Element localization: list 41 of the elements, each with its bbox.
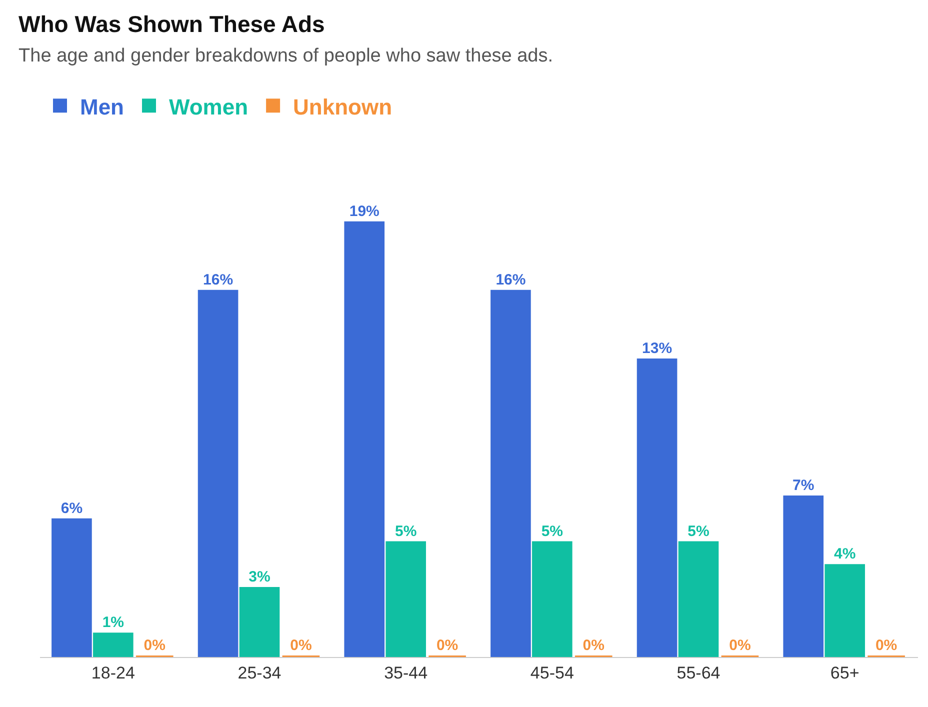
data-label: 4% (834, 546, 856, 563)
bar (239, 586, 280, 657)
data-label: 3% (248, 568, 270, 586)
data-label: 0% (290, 637, 312, 654)
x-tick-label: 35-44 (384, 663, 428, 682)
chart-subtitle: The age and gender breakdowns of people who saw these ads. (18, 46, 554, 67)
data-label: 1% (102, 614, 124, 632)
data-label: 5% (394, 522, 417, 540)
bar (52, 518, 92, 657)
data-label: 0% (729, 637, 751, 654)
data-label: 5% (688, 522, 710, 540)
bar (636, 358, 678, 657)
data-label: 5% (541, 522, 564, 540)
x-tick-label: 55-64 (676, 663, 720, 682)
data-label: 0% (582, 637, 604, 654)
data-label: 16% (203, 271, 234, 288)
legend-label: Men (80, 94, 124, 120)
bar (824, 564, 865, 657)
data-label: 0% (144, 637, 166, 654)
data-label: 6% (60, 500, 83, 517)
bar (783, 496, 824, 657)
data-label: 0% (875, 637, 898, 654)
data-label: 16% (496, 271, 526, 288)
legend-label: Women (169, 94, 248, 120)
data-label: 7% (792, 477, 814, 494)
bar (490, 290, 531, 657)
data-label: 0% (436, 637, 458, 654)
x-tick-label: 18-24 (91, 663, 135, 682)
data-label: 19% (349, 202, 380, 220)
x-tick-label: 25-34 (238, 663, 282, 682)
x-tick-label: 45-54 (530, 663, 574, 682)
bar (678, 541, 719, 657)
data-label: 13% (642, 340, 672, 357)
x-tick-label: 65+ (830, 663, 860, 682)
bar (344, 221, 385, 657)
bar (386, 541, 426, 657)
bar (93, 632, 134, 657)
bar (198, 290, 238, 657)
chart-title: Who Was Shown These Ads (18, 10, 325, 37)
bar (532, 541, 572, 657)
legend-label: Unknown (293, 94, 392, 120)
